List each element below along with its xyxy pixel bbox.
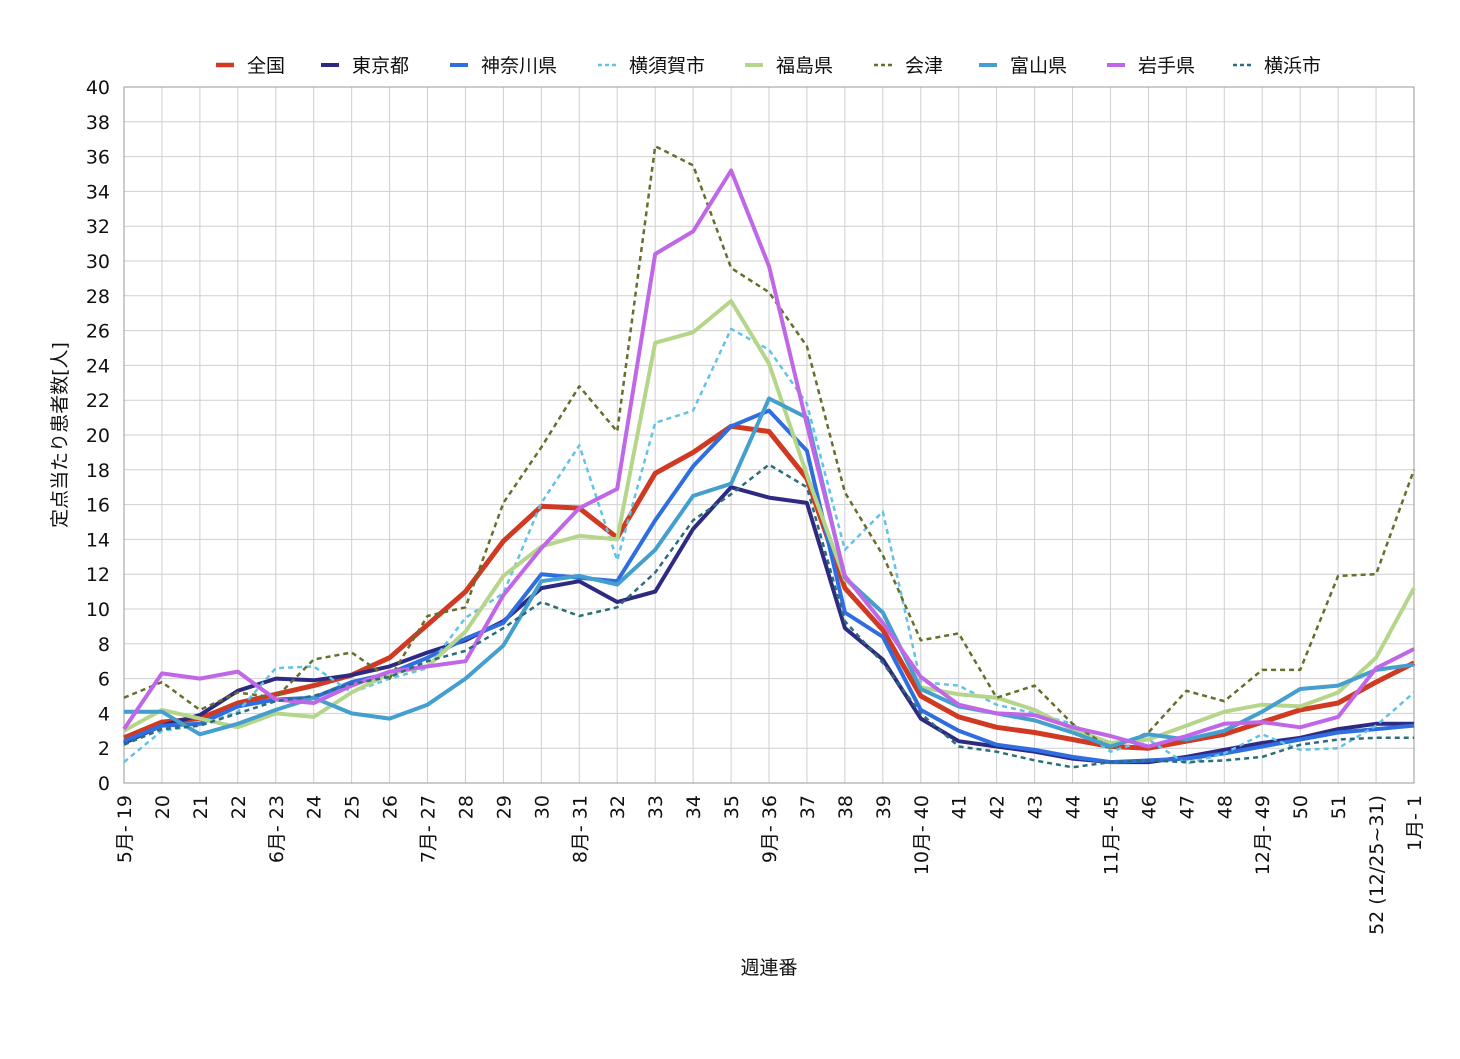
x-tick-label: 6月- 23 bbox=[266, 795, 288, 863]
series-line-1 bbox=[123, 485, 1414, 765]
legend-label-4: 福島県 bbox=[776, 55, 833, 77]
x-tick-label: 10月- 40 bbox=[911, 795, 933, 875]
y-axis-title: 定点当たり患者数[人] bbox=[49, 342, 71, 528]
x-tick-label: 37 bbox=[797, 795, 819, 819]
x-tick-label: 5月- 19 bbox=[114, 795, 136, 863]
y-tick-label: 40 bbox=[86, 77, 110, 99]
x-tick-label: 1月- 1 bbox=[1404, 795, 1426, 851]
y-tick-label: 22 bbox=[86, 390, 110, 412]
x-tick-label: 41 bbox=[949, 795, 971, 819]
series-lines bbox=[122, 144, 1416, 769]
y-tick-label: 34 bbox=[86, 181, 110, 203]
legend-label-1: 東京都 bbox=[352, 55, 409, 77]
x-tick-label: 46 bbox=[1138, 795, 1160, 819]
y-tick-label: 12 bbox=[86, 564, 110, 586]
x-tick-label: 11月- 45 bbox=[1100, 795, 1122, 875]
legend-label-2: 神奈川県 bbox=[481, 55, 557, 77]
y-tick-label: 0 bbox=[98, 773, 110, 795]
x-tick-label: 29 bbox=[493, 795, 515, 819]
x-tick-label: 42 bbox=[987, 795, 1009, 819]
y-tick-label: 16 bbox=[86, 495, 110, 517]
y-tick-label: 24 bbox=[86, 355, 110, 377]
y-tick-label: 28 bbox=[86, 286, 110, 308]
x-tick-label: 9月- 36 bbox=[759, 795, 781, 863]
y-tick-label: 10 bbox=[86, 599, 110, 621]
x-tick-label: 12月- 49 bbox=[1252, 795, 1274, 875]
y-tick-label: 26 bbox=[86, 321, 110, 343]
series-line-4 bbox=[123, 299, 1416, 745]
x-tick-label: 43 bbox=[1025, 795, 1047, 819]
y-tick-label: 30 bbox=[86, 251, 110, 273]
x-tick-label: 20 bbox=[152, 795, 174, 819]
x-tick-label: 50 bbox=[1290, 795, 1312, 819]
y-tick-label: 20 bbox=[86, 425, 110, 447]
legend-label-8: 横浜市 bbox=[1264, 55, 1321, 77]
legend-label-5: 会津 bbox=[905, 55, 943, 77]
series-line-2 bbox=[123, 408, 1415, 765]
y-tick-label: 36 bbox=[86, 147, 110, 169]
y-tick-label: 6 bbox=[98, 669, 110, 691]
x-tick-label: 26 bbox=[380, 795, 402, 819]
x-tick-label: 22 bbox=[228, 795, 250, 819]
series-line-5 bbox=[123, 144, 1416, 750]
y-tick-label: 8 bbox=[98, 634, 110, 656]
x-axis-tick-labels: 5月- 19 20 21 22 6月- 23 24 25 26 7月- 27 28 29 30 8月- … bbox=[114, 795, 1426, 935]
series-line-7 bbox=[122, 168, 1415, 749]
y-tick-label: 32 bbox=[86, 216, 110, 238]
y-tick-label: 4 bbox=[98, 703, 110, 725]
legend-label-3: 横須賀市 bbox=[629, 55, 705, 77]
legend: 全国 東京都 神奈川県 横須賀市 福島県 会津 富山県 岩手県 横浜市 bbox=[216, 55, 1321, 77]
y-tick-label: 2 bbox=[98, 738, 110, 760]
x-tick-label: 25 bbox=[342, 795, 364, 819]
x-tick-label: 35 bbox=[721, 795, 743, 819]
x-tick-label: 7月- 27 bbox=[418, 795, 440, 863]
series-line-3 bbox=[123, 327, 1415, 766]
legend-label-6: 富山県 bbox=[1010, 55, 1067, 77]
x-tick-label: 48 bbox=[1214, 795, 1236, 819]
y-tick-label: 38 bbox=[86, 112, 110, 134]
x-axis-title: 週連番 bbox=[740, 957, 797, 979]
y-tick-label: 14 bbox=[86, 529, 110, 551]
x-tick-label: 34 bbox=[683, 795, 705, 819]
x-tick-label: 28 bbox=[455, 795, 477, 819]
plot-area bbox=[123, 86, 1415, 784]
x-tick-label: 47 bbox=[1176, 795, 1198, 819]
x-tick-label: 52 (12/25~31) bbox=[1366, 795, 1388, 935]
x-tick-label: 33 bbox=[645, 795, 667, 819]
x-tick-label: 24 bbox=[304, 795, 326, 819]
x-tick-label: 32 bbox=[607, 795, 629, 819]
x-tick-label: 44 bbox=[1063, 795, 1085, 819]
y-tick-label: 18 bbox=[86, 460, 110, 482]
x-tick-label: 30 bbox=[531, 795, 553, 819]
x-tick-label: 21 bbox=[190, 795, 212, 819]
legend-label-7: 岩手県 bbox=[1138, 55, 1195, 77]
x-tick-label: 39 bbox=[873, 795, 895, 819]
x-tick-label: 51 bbox=[1328, 795, 1350, 819]
x-tick-label: 8月- 31 bbox=[569, 795, 591, 863]
series-line-6 bbox=[124, 396, 1415, 749]
legend-label-0: 全国 bbox=[247, 55, 285, 77]
x-tick-label: 38 bbox=[835, 795, 857, 819]
